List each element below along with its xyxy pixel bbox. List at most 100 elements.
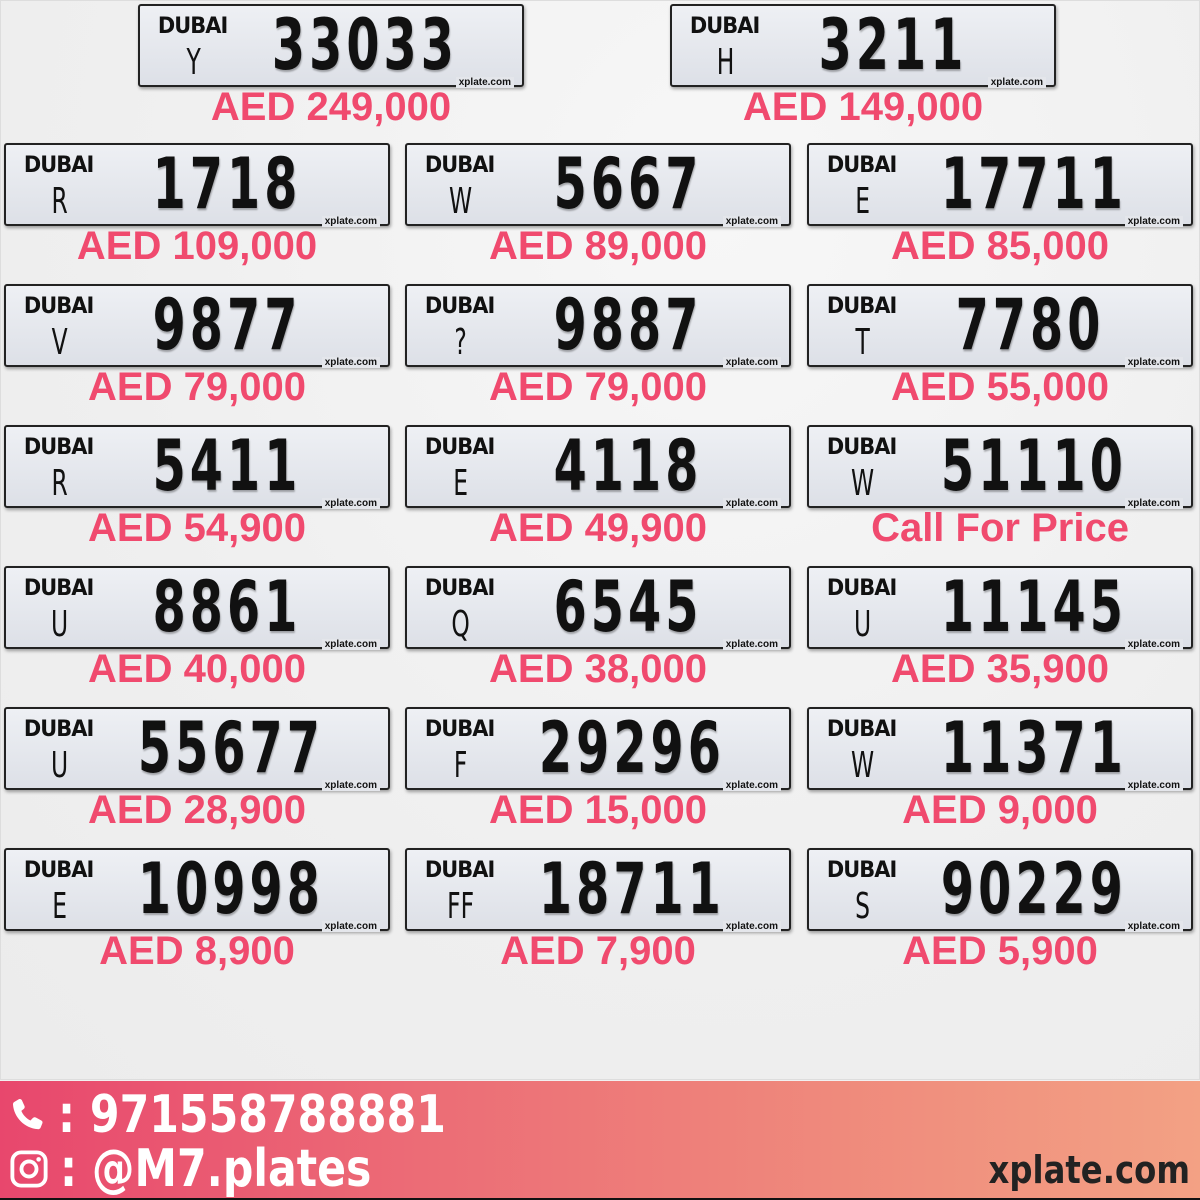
plate-number: 90229 [940, 848, 1127, 930]
plate-letter: E [52, 886, 67, 927]
license-plate: DUBAI E 17711 xplate.com [807, 143, 1193, 227]
plate-listing[interactable]: DUBAI E 17711 xplate.com AED 85,000 [807, 143, 1193, 268]
license-plate: DUBAI E 4118 xplate.com [405, 425, 791, 509]
plate-letter: U [51, 604, 69, 645]
license-plate: DUBAI V 9877 xplate.com [4, 284, 390, 368]
license-plate: DUBAI FF 18711 xplate.com [405, 848, 791, 932]
plate-price: AED 149,000 [742, 85, 984, 129]
plate-emirate: DUBAI [424, 576, 495, 601]
plate-number: 18711 [538, 848, 725, 930]
phone-row[interactable]: : 971558788881 [8, 1085, 531, 1145]
plate-listing[interactable]: DUBAI E 4118 xplate.com AED 49,900 [405, 425, 791, 550]
plate-number: 5411 [152, 425, 302, 507]
plate-number: 3211 [818, 4, 968, 86]
plate-emirate: DUBAI [157, 14, 228, 39]
plate-price: AED 40,000 [88, 647, 306, 691]
license-plate: DUBAI U 8861 xplate.com [4, 566, 390, 650]
plate-letter: R [51, 463, 68, 504]
plate-listing[interactable]: DUBAI W 51110 xplate.com Call For Price [807, 425, 1193, 550]
plate-listing[interactable]: DUBAI V 9877 xplate.com AED 79,000 [4, 284, 390, 409]
plate-listing[interactable]: DUBAI W 11371 xplate.com AED 9,000 [807, 707, 1193, 832]
plate-listing[interactable]: DUBAI R 1718 xplate.com AED 109,000 [4, 143, 390, 268]
plate-emirate: DUBAI [826, 717, 897, 742]
plate-watermark: xplate.com [321, 216, 380, 227]
plate-listing[interactable]: DUBAI ? 9887 xplate.com AED 79,000 [405, 284, 791, 409]
plate-price: AED 35,900 [891, 647, 1109, 691]
plate-watermark: xplate.com [722, 498, 781, 509]
plate-number: 8861 [152, 566, 302, 648]
instagram-row[interactable]: : @M7.plates [8, 1139, 440, 1199]
plate-watermark: xplate.com [321, 357, 380, 368]
plate-letter: E [855, 181, 870, 222]
instagram-handle: : @M7.plates [60, 1139, 372, 1199]
plate-emirate: DUBAI [424, 717, 495, 742]
license-plate: DUBAI Y 33033 xplate.com [138, 4, 524, 88]
plate-watermark: xplate.com [722, 780, 781, 791]
instagram-icon [10, 1150, 48, 1188]
plate-emirate: DUBAI [424, 435, 495, 460]
plate-price: AED 109,000 [76, 224, 318, 268]
plate-letter: Y [186, 42, 201, 83]
plate-price: AED 5,900 [902, 929, 1098, 973]
plate-price: AED 89,000 [489, 224, 707, 268]
license-plate: DUBAI E 10998 xplate.com [4, 848, 390, 932]
plate-price: AED 9,000 [902, 788, 1098, 832]
license-plate: DUBAI R 5411 xplate.com [4, 425, 390, 509]
plate-listing[interactable]: DUBAI FF 18711 xplate.com AED 7,900 [405, 848, 791, 973]
plate-price: AED 7,900 [500, 929, 696, 973]
license-plate: DUBAI W 11371 xplate.com [807, 707, 1193, 791]
plate-letter: F [453, 745, 468, 786]
plate-number: 55677 [137, 707, 324, 789]
plate-watermark: xplate.com [722, 921, 781, 932]
plate-price: AED 54,900 [88, 506, 306, 550]
plate-letter: T [855, 322, 870, 363]
plate-number: 17711 [940, 143, 1127, 225]
plate-emirate: DUBAI [23, 435, 94, 460]
plate-listing[interactable]: DUBAI F 29296 xplate.com AED 15,000 [405, 707, 791, 832]
plate-watermark: xplate.com [1124, 357, 1183, 368]
phone-number: : 971558788881 [58, 1085, 446, 1145]
plate-letter: H [716, 42, 735, 83]
plate-watermark: xplate.com [321, 780, 380, 791]
plate-listing[interactable]: DUBAI T 7780 xplate.com AED 55,000 [807, 284, 1193, 409]
plate-price: AED 249,000 [210, 85, 452, 129]
plate-emirate: DUBAI [424, 858, 495, 883]
plate-letter: ? [454, 322, 467, 363]
plate-listing[interactable]: DUBAI H 3211 xplate.com AED 149,000 [670, 4, 1056, 129]
plate-listing[interactable]: DUBAI U 11145 xplate.com AED 35,900 [807, 566, 1193, 691]
plate-listing[interactable]: DUBAI E 10998 xplate.com AED 8,900 [4, 848, 390, 973]
plate-letter: E [453, 463, 468, 504]
license-plate: DUBAI F 29296 xplate.com [405, 707, 791, 791]
plate-listing[interactable]: DUBAI Q 6545 xplate.com AED 38,000 [405, 566, 791, 691]
plate-listing[interactable]: DUBAI W 5667 xplate.com AED 89,000 [405, 143, 791, 268]
plate-emirate: DUBAI [689, 14, 760, 39]
plate-price: AED 85,000 [891, 224, 1109, 268]
plate-watermark: xplate.com [722, 216, 781, 227]
license-plate: DUBAI U 11145 xplate.com [807, 566, 1193, 650]
plate-number: 9887 [553, 284, 703, 366]
plate-letter: W [449, 181, 473, 222]
plate-watermark: xplate.com [1124, 780, 1183, 791]
plate-watermark: xplate.com [1124, 498, 1183, 509]
plate-number: 29296 [538, 707, 725, 789]
plate-emirate: DUBAI [826, 153, 897, 178]
plate-number: 5667 [553, 143, 703, 225]
plate-watermark: xplate.com [455, 77, 514, 88]
plate-price: AED 79,000 [489, 365, 707, 409]
plate-emirate: DUBAI [424, 153, 495, 178]
plate-price: AED 38,000 [489, 647, 707, 691]
plate-listing[interactable]: DUBAI Y 33033 xplate.com AED 249,000 [138, 4, 524, 129]
plate-emirate: DUBAI [23, 717, 94, 742]
plate-listing[interactable]: DUBAI R 5411 xplate.com AED 54,900 [4, 425, 390, 550]
plate-emirate: DUBAI [23, 858, 94, 883]
plate-number: 11145 [940, 566, 1127, 648]
plate-listing[interactable]: DUBAI S 90229 xplate.com AED 5,900 [807, 848, 1193, 973]
license-plate: DUBAI S 90229 xplate.com [807, 848, 1193, 932]
plate-emirate: DUBAI [826, 576, 897, 601]
plate-watermark: xplate.com [321, 639, 380, 650]
site-watermark: xplate.com [988, 1148, 1190, 1192]
plate-listing[interactable]: DUBAI U 55677 xplate.com AED 28,900 [4, 707, 390, 832]
plate-number: 4118 [553, 425, 703, 507]
plate-listing[interactable]: DUBAI U 8861 xplate.com AED 40,000 [4, 566, 390, 691]
plate-number: 6545 [553, 566, 703, 648]
